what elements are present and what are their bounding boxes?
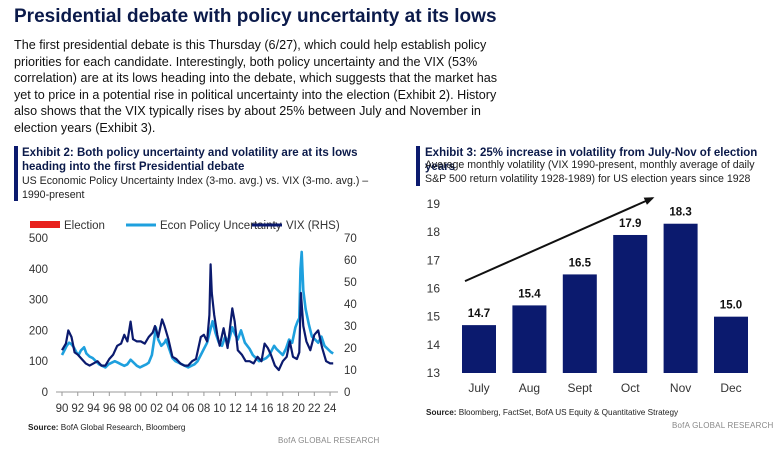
y-tick-label: 18 — [427, 225, 441, 239]
y-tick-label: 17 — [427, 253, 441, 267]
y-tick-label: 19 — [427, 197, 441, 211]
bar-value-label: 14.7 — [468, 308, 490, 320]
y-left-tick-label: 500 — [29, 233, 48, 245]
x-tick-label: 12 — [229, 403, 242, 415]
y-right-tick-label: 70 — [344, 233, 357, 245]
series-line-econ-policy-uncertainty — [60, 250, 334, 369]
x-tick-label: 06 — [182, 403, 195, 415]
x-tick-label: 22 — [308, 403, 321, 415]
legend-label-2: VIX (RHS) — [286, 220, 340, 232]
exhibit2-source: Source: BofA Global Research, Bloomberg — [28, 423, 186, 432]
exhibit2-footer: BofA GLOBAL RESEARCH — [278, 436, 380, 445]
bar-value-label: 16.5 — [569, 257, 592, 269]
legend-label-1: Econ Policy Uncertainty — [160, 220, 282, 232]
x-tick-label: 92 — [71, 403, 84, 415]
x-tick-label: 18 — [276, 403, 289, 415]
x-tick-label: 00 — [134, 403, 147, 415]
exhibit2-title: Exhibit 2: Both policy uncertainty and v… — [22, 147, 358, 173]
y-tick-label: 13 — [427, 366, 441, 380]
y-right-tick-label: 40 — [344, 299, 357, 311]
x-tick-label: 24 — [324, 403, 337, 415]
exhibit2-subtitle: US Economic Policy Uncertainty Index (3-… — [22, 175, 369, 201]
legend-swatch-election — [30, 221, 60, 228]
exhibit3-accent-bar — [416, 146, 420, 186]
y-right-tick-label: 60 — [344, 255, 357, 267]
y-left-tick-label: 200 — [29, 325, 48, 337]
y-tick-label: 14 — [427, 338, 441, 352]
x-category-label: Dec — [720, 381, 741, 395]
bar-value-label: 18.3 — [669, 207, 691, 219]
x-category-label: Oct — [621, 381, 640, 395]
y-tick-label: 15 — [427, 310, 441, 324]
bar-value-label: 17.9 — [619, 218, 641, 230]
x-tick-label: 02 — [150, 403, 163, 415]
bar-july — [462, 325, 496, 373]
bar-oct — [613, 234, 648, 373]
x-tick-label: 04 — [166, 403, 179, 415]
exhibit3-title: Exhibit 3: 25% increase in volatility fr… — [425, 147, 758, 173]
exhibit3-source: Source: Bloomberg, FactSet, BofA US Equi… — [426, 408, 679, 417]
trend-arrow — [464, 197, 655, 283]
x-tick-label: 08 — [198, 403, 211, 415]
x-category-label: Aug — [519, 381, 540, 395]
y-left-tick-label: 100 — [29, 356, 48, 368]
bar-aug — [512, 305, 547, 373]
exhibit2-accent-bar — [14, 146, 18, 201]
x-tick-label: 98 — [119, 403, 132, 415]
y-right-tick-label: 10 — [344, 365, 357, 377]
y-right-tick-label: 50 — [344, 277, 357, 289]
x-tick-label: 16 — [261, 403, 274, 415]
series-line-vix-rhs- — [61, 263, 334, 372]
bar-value-label: 15.0 — [720, 300, 742, 312]
bar-sept — [562, 274, 597, 373]
x-category-label: July — [468, 381, 489, 395]
y-left-tick-label: 0 — [42, 387, 48, 399]
y-right-tick-label: 30 — [344, 321, 357, 333]
y-tick-label: 16 — [427, 282, 441, 296]
y-left-tick-label: 300 — [29, 295, 48, 307]
bar-dec — [714, 316, 748, 373]
x-tick-label: 10 — [213, 403, 226, 415]
x-tick-label: 14 — [245, 403, 258, 415]
x-tick-label: 90 — [56, 403, 69, 415]
x-tick-label: 20 — [292, 403, 305, 415]
x-tick-label: 94 — [87, 403, 100, 415]
x-category-label: Nov — [670, 381, 691, 395]
legend-label-0: Election — [64, 220, 105, 232]
x-category-label: Sept — [567, 381, 592, 395]
page-headline: Presidential debate with policy uncertai… — [14, 6, 497, 27]
y-right-tick-label: 20 — [344, 343, 357, 355]
intro-paragraph: The first presidential debate is this Th… — [14, 38, 498, 135]
bar-value-label: 15.4 — [518, 288, 541, 300]
x-tick-label: 96 — [103, 403, 116, 415]
exhibit3-subtitle: Average monthly volatility (VIX 1990-pre… — [425, 159, 755, 185]
exhibit3-footer: BofA GLOBAL RESEARCH — [672, 421, 774, 430]
bar-nov — [663, 223, 698, 373]
y-right-tick-label: 0 — [344, 387, 350, 399]
y-left-tick-label: 400 — [29, 264, 48, 276]
